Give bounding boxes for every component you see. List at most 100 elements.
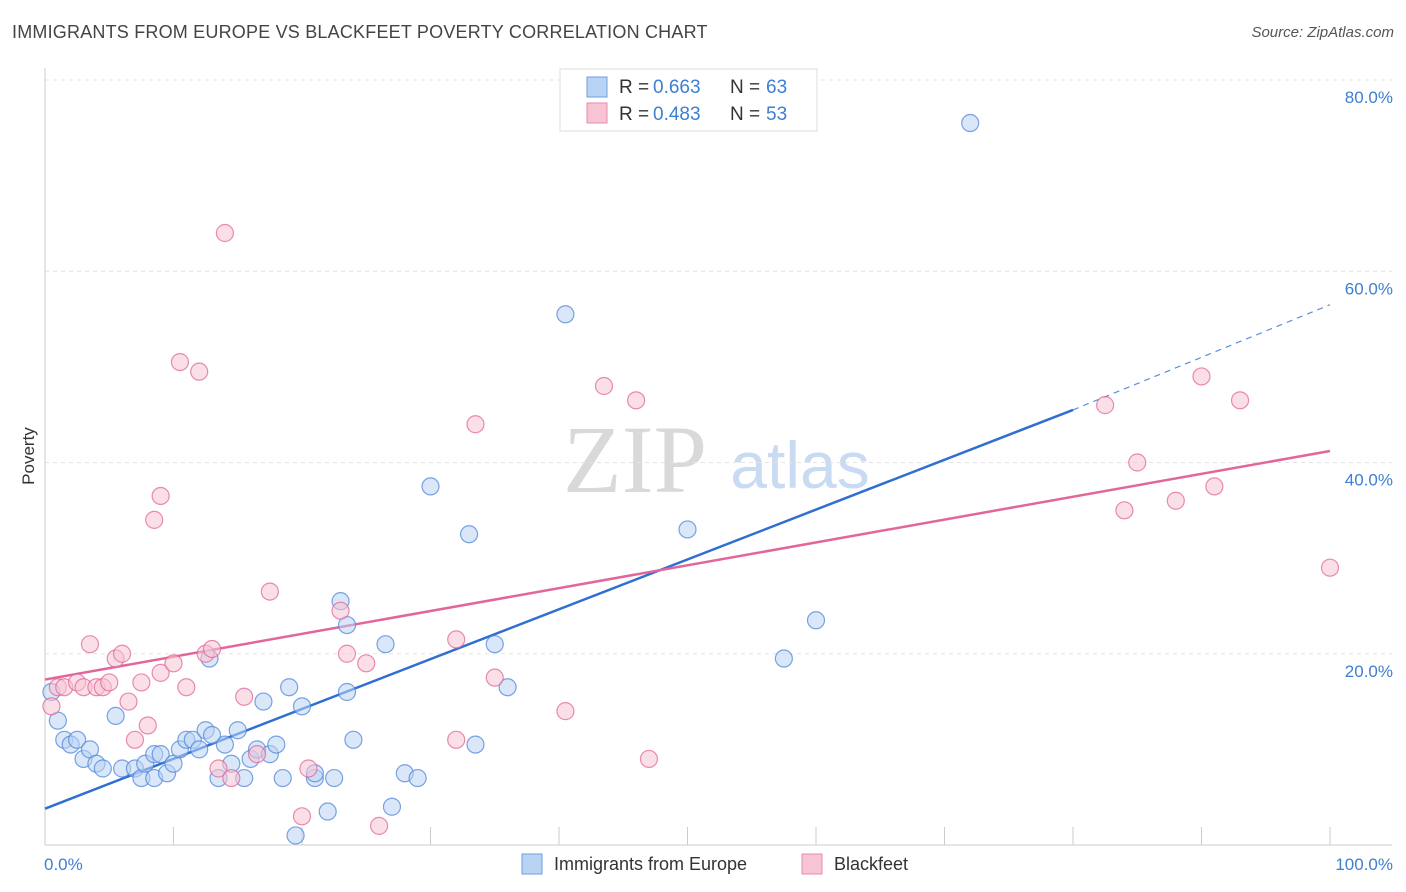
point-europe [280,678,299,697]
bottom-legend-label-blackfeet: Blackfeet [834,854,908,874]
point-blackfeet [485,668,504,687]
point-blackfeet [100,673,119,692]
chart-title: IMMIGRANTS FROM EUROPE VS BLACKFEET POVE… [12,22,708,42]
point-europe [215,735,234,754]
legend-n-value-blackfeet: 53 [766,104,787,125]
point-blackfeet [151,486,170,506]
point-europe [93,759,112,778]
point-europe [556,305,575,324]
point-blackfeet [112,644,132,663]
point-europe [254,692,273,711]
point-europe [806,611,826,630]
point-blackfeet [151,663,170,682]
trend-line-blackfeet [44,449,1331,681]
point-blackfeet [202,639,222,659]
point-europe [202,725,222,745]
axes [44,68,1392,846]
chart-source: Source: ZipAtlas.com [1251,24,1394,41]
point-blackfeet [331,601,350,620]
legend-swatch-blackfeet [586,102,608,124]
y-tick-label: 20.0% [1345,662,1393,681]
x-tick-label-max: 100.0% [1335,855,1393,874]
x-tick-label-min: 0.0% [44,855,83,874]
legend-r-label-blackfeet: R = [619,104,649,125]
watermark-atlas: atlas [730,428,869,502]
bottom-legend-label-europe: Immigrants from Europe [554,854,747,874]
point-europe [337,682,357,702]
point-europe [318,802,337,821]
point-blackfeet [626,391,646,410]
point-europe [325,768,344,788]
point-europe [961,113,980,133]
trend-line-europe-extension [1072,304,1331,411]
legend-r-value-europe: 0.663 [653,77,701,98]
point-europe [459,525,479,544]
point-europe [68,730,87,749]
point-blackfeet [164,654,183,673]
point-blackfeet [222,768,241,788]
legend-n-value-europe: 63 [766,77,787,98]
point-blackfeet [145,510,164,529]
point-europe [273,768,292,788]
legend-r-value-blackfeet: 0.483 [653,104,701,125]
point-blackfeet [337,644,357,663]
legend-swatch-europe [586,76,608,98]
point-blackfeet [1192,367,1211,386]
point-blackfeet [247,745,267,764]
point-europe [774,649,793,668]
point-blackfeet [447,630,466,649]
bottom-legend: Immigrants from Europe Blackfeet [521,853,908,875]
legend: R = 0.663 N = 63 R = 0.483 N = 53 [559,68,818,132]
y-tick-label: 40.0% [1345,471,1393,490]
point-blackfeet [177,678,196,697]
point-blackfeet [235,687,254,706]
point-europe [408,768,427,788]
point-blackfeet [639,749,659,769]
point-europe [678,520,697,539]
y-tick-label: 60.0% [1345,279,1393,298]
point-europe [421,477,440,496]
point-blackfeet [209,759,228,778]
y-tick-label: 80.0% [1345,88,1393,107]
point-blackfeet [1166,491,1185,510]
point-blackfeet [357,654,376,673]
bottom-legend-swatch-europe [521,853,543,875]
point-blackfeet [190,362,209,381]
point-blackfeet [260,582,279,601]
point-europe [376,635,395,654]
point-blackfeet [132,673,151,692]
point-blackfeet [594,376,614,396]
point-blackfeet [466,415,485,434]
data-points [42,113,1340,845]
point-europe [466,735,485,754]
point-blackfeet [556,702,575,721]
point-europe [286,826,305,845]
legend-r-label-europe: R = [619,77,649,98]
watermark: ZIP atlas [563,406,870,513]
point-blackfeet [42,697,61,716]
point-blackfeet [119,692,138,711]
point-blackfeet [138,716,157,735]
point-europe [267,735,286,754]
point-europe [498,678,517,697]
point-europe [151,745,170,764]
point-blackfeet [125,730,145,749]
point-blackfeet [1320,558,1340,577]
point-blackfeet [170,352,190,372]
legend-n-label-europe: N = [730,77,760,98]
point-blackfeet [1096,396,1115,415]
legend-n-label-blackfeet: N = [730,104,760,125]
point-europe [190,740,209,759]
point-europe [228,721,247,740]
point-blackfeet [447,730,466,749]
point-europe [344,730,363,749]
point-blackfeet [299,759,318,778]
grid: 20.0% 40.0% 60.0% 80.0% [45,79,1393,681]
point-europe [106,706,125,726]
point-blackfeet [370,816,389,835]
point-blackfeet [1205,477,1224,496]
point-europe [485,635,504,654]
point-blackfeet [292,807,312,826]
point-europe [292,697,312,716]
